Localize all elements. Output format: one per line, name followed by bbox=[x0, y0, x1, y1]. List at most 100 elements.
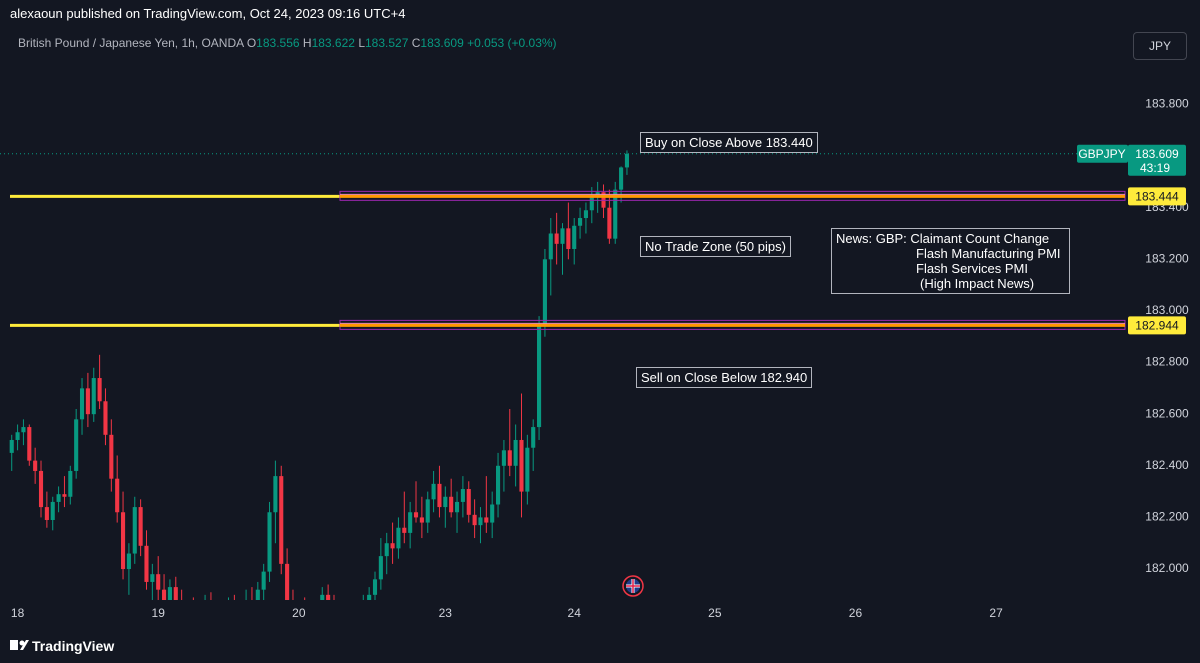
candle-body bbox=[408, 512, 413, 533]
candle-body bbox=[531, 427, 536, 448]
candle-body bbox=[203, 603, 207, 616]
candle-body bbox=[542, 259, 547, 327]
level-price-box bbox=[1128, 187, 1186, 206]
candle-body bbox=[68, 470, 73, 497]
y-tick-label: 182.400 bbox=[1145, 458, 1189, 472]
candle-body bbox=[226, 605, 230, 618]
x-tick-label: 27 bbox=[989, 606, 1003, 620]
candle-body bbox=[38, 470, 44, 508]
candle-body bbox=[232, 605, 236, 615]
candle-body bbox=[85, 388, 90, 415]
last-price-label: 183.609 bbox=[1135, 147, 1179, 161]
publisher: alexaoun published on TradingView.com, O… bbox=[10, 6, 406, 21]
y-tick-label: 182.600 bbox=[1145, 406, 1189, 420]
ohlc-value: 183.609 bbox=[420, 36, 464, 50]
ohlc-label: L bbox=[358, 36, 365, 50]
candle-body bbox=[126, 553, 131, 570]
x-tick-label: 18 bbox=[11, 606, 25, 620]
candle-body bbox=[437, 483, 442, 508]
candle-body bbox=[501, 450, 506, 466]
candle-body bbox=[209, 603, 213, 613]
ohlc-value: 183.622 bbox=[311, 36, 355, 50]
candle-body bbox=[273, 476, 278, 513]
candle-body bbox=[372, 579, 378, 595]
candle-body bbox=[308, 618, 312, 626]
currency-button[interactable]: JPY bbox=[1133, 32, 1187, 60]
x-tick-label: 19 bbox=[152, 606, 166, 620]
candle-body bbox=[250, 600, 254, 610]
y-tick-label: 182.000 bbox=[1145, 561, 1189, 575]
y-tick-label: 182.200 bbox=[1145, 510, 1189, 524]
x-tick-label: 20 bbox=[292, 606, 306, 620]
candle-body bbox=[589, 197, 594, 211]
candle-body bbox=[50, 501, 55, 520]
candle-body bbox=[619, 167, 624, 190]
candle-body bbox=[91, 378, 96, 415]
candle-body bbox=[62, 494, 67, 497]
ohlc-label: O bbox=[246, 36, 257, 50]
candle-body bbox=[132, 507, 137, 554]
candle-body bbox=[109, 434, 114, 479]
candle-body bbox=[449, 496, 454, 513]
candle-body bbox=[238, 608, 242, 616]
candle-body bbox=[431, 483, 436, 500]
candle-body bbox=[162, 589, 167, 600]
candle-body bbox=[215, 613, 219, 628]
logo bbox=[10, 640, 29, 650]
candle-body bbox=[402, 527, 407, 533]
candle-body bbox=[355, 613, 359, 618]
annotation: Buy on Close Above 183.440 bbox=[640, 132, 818, 153]
candle-body bbox=[244, 600, 248, 608]
candles bbox=[9, 150, 630, 628]
ohlc-label: H bbox=[302, 36, 312, 50]
candle-body bbox=[167, 587, 172, 600]
annotation: No Trade Zone (50 pips) bbox=[640, 236, 791, 257]
candle-body bbox=[384, 543, 389, 557]
candle-body bbox=[255, 589, 260, 600]
candle-body bbox=[613, 189, 618, 239]
candle-body bbox=[460, 489, 465, 502]
candle-body bbox=[607, 207, 612, 239]
event-icon[interactable] bbox=[622, 575, 644, 597]
candle-body bbox=[120, 512, 126, 570]
news-line: News: GBP: Claimant Count Change bbox=[836, 231, 1050, 246]
candle-body bbox=[554, 233, 559, 244]
candle-body bbox=[566, 228, 571, 249]
y-tick-label: 183.800 bbox=[1145, 97, 1189, 111]
news-line: Flash Services PMI bbox=[916, 261, 1028, 276]
candle-body bbox=[15, 432, 20, 440]
change: +0.053 (+0.03%) bbox=[467, 36, 557, 50]
candle-body bbox=[79, 388, 85, 420]
x-tick-label: 24 bbox=[568, 606, 582, 620]
annotation: Sell on Close Below 182.940 bbox=[636, 367, 813, 388]
ohlc-value: 183.527 bbox=[365, 36, 409, 50]
news-line: Flash Manufacturing PMI bbox=[916, 246, 1061, 261]
news-line: (High Impact News) bbox=[920, 276, 1035, 291]
candle-body bbox=[478, 517, 483, 526]
symbol-label: GBPJPY bbox=[1078, 147, 1125, 161]
candle-body bbox=[21, 427, 26, 433]
legend: British Pound / Japanese Yen, 1h, OANDA … bbox=[18, 36, 557, 50]
candle-body bbox=[519, 439, 524, 492]
candle-body bbox=[537, 326, 542, 428]
candle-body bbox=[221, 618, 225, 628]
level-price-label: 182.944 bbox=[1135, 319, 1179, 333]
candle-body bbox=[115, 478, 120, 513]
candle-body bbox=[507, 450, 512, 466]
candle-body bbox=[279, 476, 284, 564]
candle-body bbox=[156, 574, 161, 590]
candle-body bbox=[33, 460, 38, 471]
candle-body bbox=[332, 608, 336, 616]
candle-body bbox=[314, 610, 318, 618]
candle-body bbox=[185, 610, 189, 620]
candle-body bbox=[454, 501, 460, 513]
overlays: 182.000 182.200 182.400 182.600 182.800 183.0… bbox=[0, 97, 1189, 620]
candle-body bbox=[261, 571, 266, 590]
candle-body bbox=[150, 574, 155, 582]
candle-body bbox=[191, 610, 195, 623]
candle-body bbox=[490, 504, 495, 523]
news-annotation: News: GBP: Claimant Count Change Flash M… bbox=[831, 228, 1070, 294]
candle-body bbox=[484, 517, 489, 523]
